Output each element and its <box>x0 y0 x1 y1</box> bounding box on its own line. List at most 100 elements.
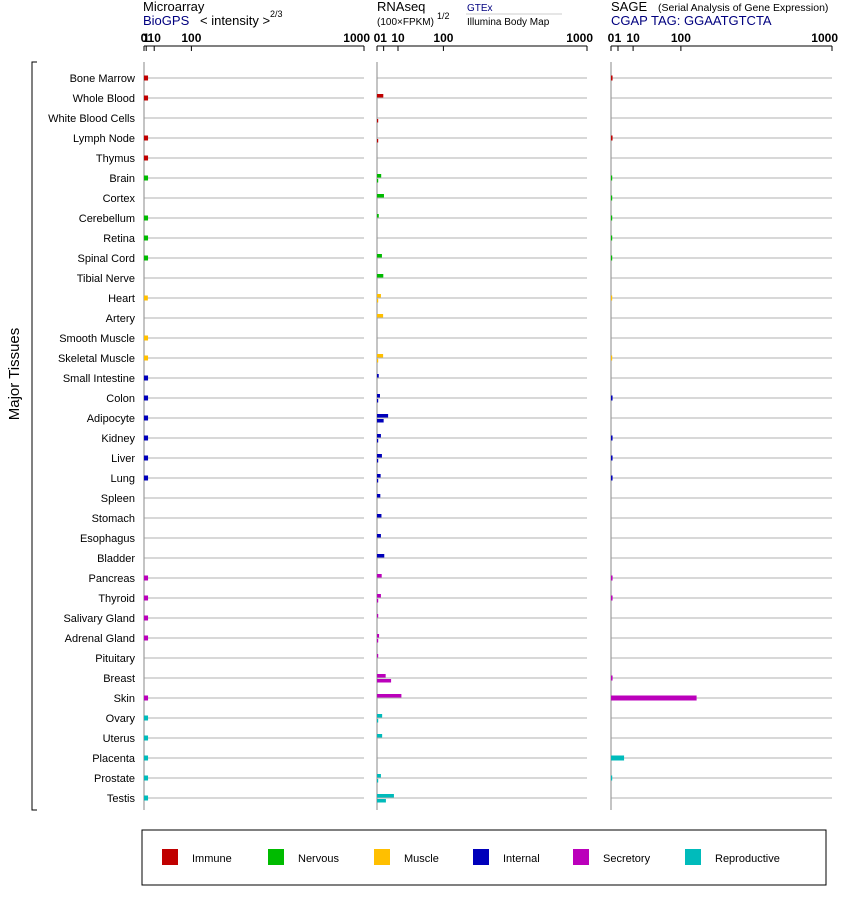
ibm-bar <box>377 599 379 603</box>
ibm-bar <box>377 119 379 123</box>
sage-bar <box>611 455 613 461</box>
tissue-bracket <box>31 61 37 811</box>
gtex-bar <box>377 494 381 498</box>
tissue-label: Stomach <box>92 513 135 525</box>
rnaseq-title: RNAseq <box>377 0 425 14</box>
microarray-tick-label: 1000 <box>343 31 370 45</box>
tissue-label: Bladder <box>97 553 135 565</box>
gtex-bar <box>377 374 379 378</box>
gtex-bar <box>377 394 380 398</box>
sage-bar <box>611 595 613 601</box>
gtex-bar <box>377 294 381 298</box>
ibm-bar <box>377 799 386 803</box>
ibm-bar <box>377 459 379 463</box>
tissue-label: Prostate <box>94 773 135 785</box>
microarray-bar <box>144 95 149 101</box>
legend-label: Secretory <box>603 853 651 865</box>
rnaseq-tick-label: 1 <box>380 31 387 45</box>
gtex-bar <box>377 614 379 618</box>
tissue-label: Spinal Cord <box>78 253 135 265</box>
tissue-label: Pituitary <box>95 653 135 665</box>
sage-bar <box>611 175 613 181</box>
gtex-bar <box>377 194 384 198</box>
microarray-bar <box>144 415 149 421</box>
microarray-bar <box>144 335 149 341</box>
gtex-bar <box>377 734 383 738</box>
microarray-bar <box>144 635 149 641</box>
gtex-bar <box>377 634 380 638</box>
microarray-bar <box>144 135 149 141</box>
microarray-bar <box>144 355 149 361</box>
microarray-bar <box>144 595 149 601</box>
sage-bar <box>611 135 613 141</box>
microarray-bar <box>144 775 149 781</box>
microarray-bar <box>144 155 149 161</box>
tissue-label: Heart <box>108 293 135 305</box>
tissue-label: Tibial Nerve <box>77 273 135 285</box>
microarray-bar <box>144 575 149 581</box>
y-axis-label: Major Tissues <box>6 328 23 421</box>
legend-swatch <box>473 849 489 865</box>
microarray-bar <box>144 375 149 381</box>
gtex-bar <box>377 714 383 718</box>
microarray-tick-label: 100 <box>181 31 201 45</box>
tissue-label: Cortex <box>103 193 136 205</box>
tissue-label: Colon <box>106 393 135 405</box>
microarray-bar <box>144 755 149 761</box>
tissue-label: Retina <box>103 233 136 245</box>
ibm-bar <box>377 399 379 403</box>
sage-bar <box>611 235 613 241</box>
microarray-unit: < intensity > <box>200 13 270 28</box>
gtex-bar <box>377 354 384 358</box>
sage-tag: CGAP TAG: GGAATGTCTA <box>611 13 772 28</box>
microarray-bar <box>144 735 149 741</box>
tissue-label: Spleen <box>101 493 135 505</box>
sage-title: SAGE <box>611 0 647 14</box>
rnaseq-tick-label: 10 <box>391 31 405 45</box>
microarray-bar <box>144 235 149 241</box>
ibm-bar <box>377 639 379 643</box>
tissue-label: Kidney <box>101 433 135 445</box>
ibm-bar <box>377 179 379 183</box>
microarray-bar <box>144 615 149 621</box>
microarray-tick-label: 10 <box>148 31 162 45</box>
sage-bar <box>611 295 613 301</box>
ibm-bar <box>377 719 379 723</box>
microarray-bar <box>144 455 149 461</box>
rnaseq-tick-label: 0 <box>374 31 381 45</box>
sage-bar <box>611 215 613 221</box>
sage-tick-label: 0 <box>608 31 615 45</box>
ibm-bar <box>377 779 379 783</box>
microarray-bar <box>144 695 149 701</box>
tissue-label: Lymph Node <box>73 133 135 145</box>
sage-bar <box>611 395 613 401</box>
gtex-bar <box>377 694 402 698</box>
microarray-source: BioGPS <box>143 13 190 28</box>
sage-bar <box>611 355 613 361</box>
sage-bar <box>611 75 613 81</box>
gtex-bar <box>377 434 381 438</box>
gtex-bar <box>377 794 394 798</box>
legend-swatch <box>685 849 701 865</box>
gtex-bar <box>377 554 385 558</box>
sage-tick-label: 1000 <box>811 31 838 45</box>
rnaseq-unit: (100×FPKM) <box>377 17 434 28</box>
tissue-label: Brain <box>109 173 135 185</box>
tissue-label: Thymus <box>96 153 136 165</box>
tissue-label: White Blood Cells <box>48 113 135 125</box>
legend-label: Internal <box>503 853 540 865</box>
tissue-label: Artery <box>106 313 136 325</box>
sage-bar <box>611 575 613 581</box>
tissue-label: Lung <box>111 473 135 485</box>
rnaseq-tick-label: 1000 <box>566 31 593 45</box>
tissue-label: Adipocyte <box>87 413 135 425</box>
gtex-bar <box>377 214 379 218</box>
tissue-label: Adrenal Gland <box>65 633 135 645</box>
legend-swatch <box>573 849 589 865</box>
tissue-label: Esophagus <box>80 533 136 545</box>
tissue-label: Testis <box>107 793 136 805</box>
gtex-bar <box>377 414 389 418</box>
legend-label: Reproductive <box>715 853 780 865</box>
tissue-label: Skeletal Muscle <box>58 353 135 365</box>
